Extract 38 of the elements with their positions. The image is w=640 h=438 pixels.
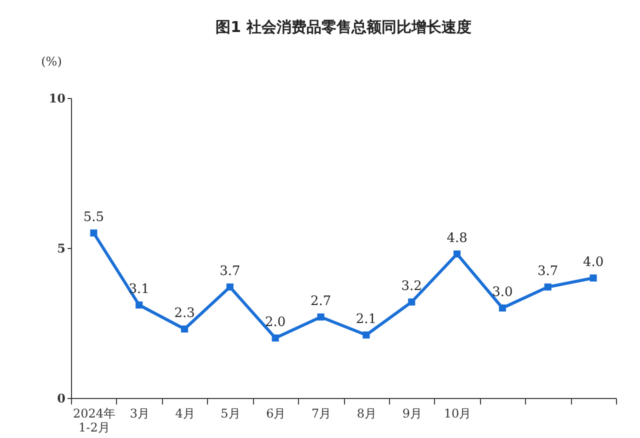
x-tick-label: 7月 — [311, 406, 332, 420]
data-label: 4.0 — [582, 255, 604, 270]
chart-title: 图1 社会消费品零售总额同比增长速度 — [216, 18, 472, 36]
data-label: 3.7 — [220, 264, 240, 279]
data-label: 2.0 — [265, 315, 286, 330]
point — [272, 334, 279, 342]
point — [454, 250, 461, 258]
y-tick-label: 0 — [57, 392, 66, 406]
point — [544, 283, 552, 291]
y-tick-label: 10 — [48, 92, 66, 106]
x-tick-label: 6月 — [266, 406, 286, 420]
data-label: 2.7 — [310, 294, 332, 309]
data-label: 3.7 — [538, 264, 558, 279]
point — [136, 301, 143, 309]
x-tick-label: 2024年 1-2月 — [72, 406, 116, 434]
point — [90, 229, 98, 237]
point — [408, 298, 416, 306]
point — [317, 313, 324, 321]
point — [498, 304, 506, 312]
data-label: 4.8 — [446, 231, 468, 246]
x-tick-label: 4月 — [175, 406, 195, 420]
y-tick-label: 5 — [57, 242, 66, 256]
y-axis-title: (%) — [41, 54, 62, 68]
data-label: 2.3 — [174, 306, 195, 321]
x-tick-label: 5月 — [220, 406, 240, 420]
point — [590, 274, 597, 282]
data-label: 3.0 — [492, 285, 513, 300]
data-label: 2.1 — [356, 312, 377, 327]
x-tick-label: 8月 — [356, 406, 377, 420]
point — [181, 325, 188, 333]
x-tick-label: 9月 — [402, 406, 422, 420]
x-tick-label: 10月 — [444, 406, 472, 420]
data-label: 5.5 — [83, 210, 104, 225]
point — [226, 283, 234, 291]
data-label: 3.1 — [128, 282, 150, 297]
point — [362, 331, 370, 339]
x-tick-label: 3月 — [130, 406, 150, 420]
data-label: 3.2 — [401, 279, 422, 294]
